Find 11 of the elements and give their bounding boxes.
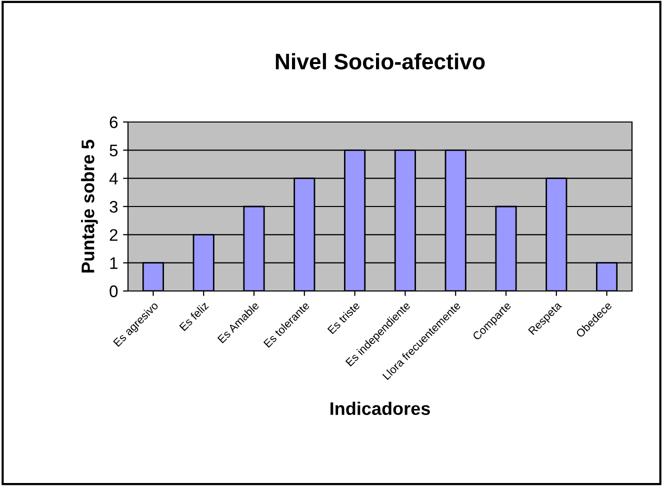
x-axis-title: Indicadores bbox=[330, 402, 430, 415]
chart-title: Nivel Socio-afectivo bbox=[276, 53, 485, 70]
x-tick-label: Es feliz bbox=[178, 301, 209, 332]
y-axis-title: Puntaje sobre 5 bbox=[81, 140, 98, 273]
y-tick-label: 1 bbox=[110, 257, 118, 269]
y-tick-label: 3 bbox=[110, 200, 118, 213]
y-tick-label: 4 bbox=[109, 172, 118, 184]
y-tick-label: 6 bbox=[110, 116, 118, 128]
y-tick-label: 0 bbox=[110, 285, 118, 298]
y-tick-label: 5 bbox=[110, 144, 118, 156]
y-tick-label: 2 bbox=[110, 229, 118, 241]
